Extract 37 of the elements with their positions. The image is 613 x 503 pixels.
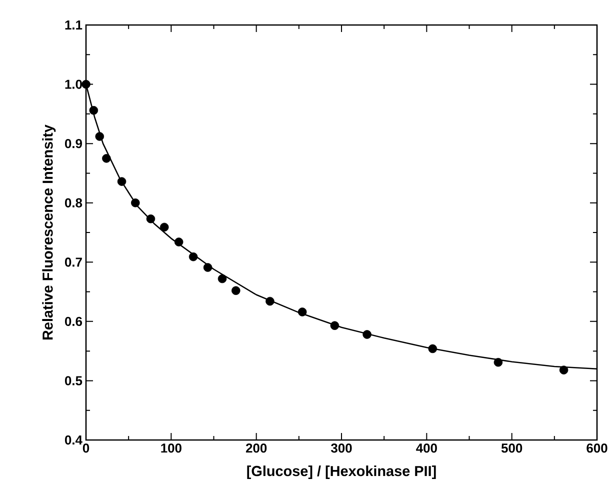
point	[559, 366, 568, 374]
y-tick-label: 0.4	[64, 435, 82, 445]
x-tick-label: 200	[246, 444, 267, 453]
y-tick-label: 0.9	[64, 138, 82, 148]
point	[330, 321, 340, 330]
point	[298, 308, 307, 316]
point	[102, 154, 111, 163]
y-tick-label: 0.5	[64, 376, 82, 386]
x-tick-label: 400	[416, 444, 437, 453]
point	[266, 296, 274, 306]
point	[203, 263, 212, 272]
point	[146, 214, 156, 224]
point	[494, 358, 503, 367]
point	[131, 198, 140, 208]
point	[428, 344, 438, 354]
x-axis-title: [Glucose] / [Hexokinase PII]	[247, 466, 436, 480]
y-tick-label: 1.1	[65, 20, 82, 30]
y-axis-title: Relative Fluorescence Intensity	[42, 124, 56, 340]
point	[174, 238, 184, 246]
point	[160, 222, 169, 232]
y-tick-label: 0.6	[64, 316, 82, 326]
point	[188, 252, 198, 262]
point	[95, 132, 104, 141]
point	[362, 330, 372, 339]
x-tick-label: 0	[82, 444, 90, 453]
x-tick-label: 600	[586, 444, 608, 453]
point	[82, 80, 90, 89]
point	[89, 106, 98, 115]
x-tick-label: 500	[501, 444, 522, 453]
point	[218, 274, 227, 284]
y-tick-label: 0.7	[64, 258, 82, 267]
y-tick-label: 0.8	[64, 198, 82, 208]
x-tick-label: 300	[330, 444, 352, 453]
x-tick-label: 100	[161, 444, 182, 453]
y-tick-label: 1.0	[65, 80, 82, 89]
point	[232, 286, 240, 295]
point	[117, 177, 126, 186]
